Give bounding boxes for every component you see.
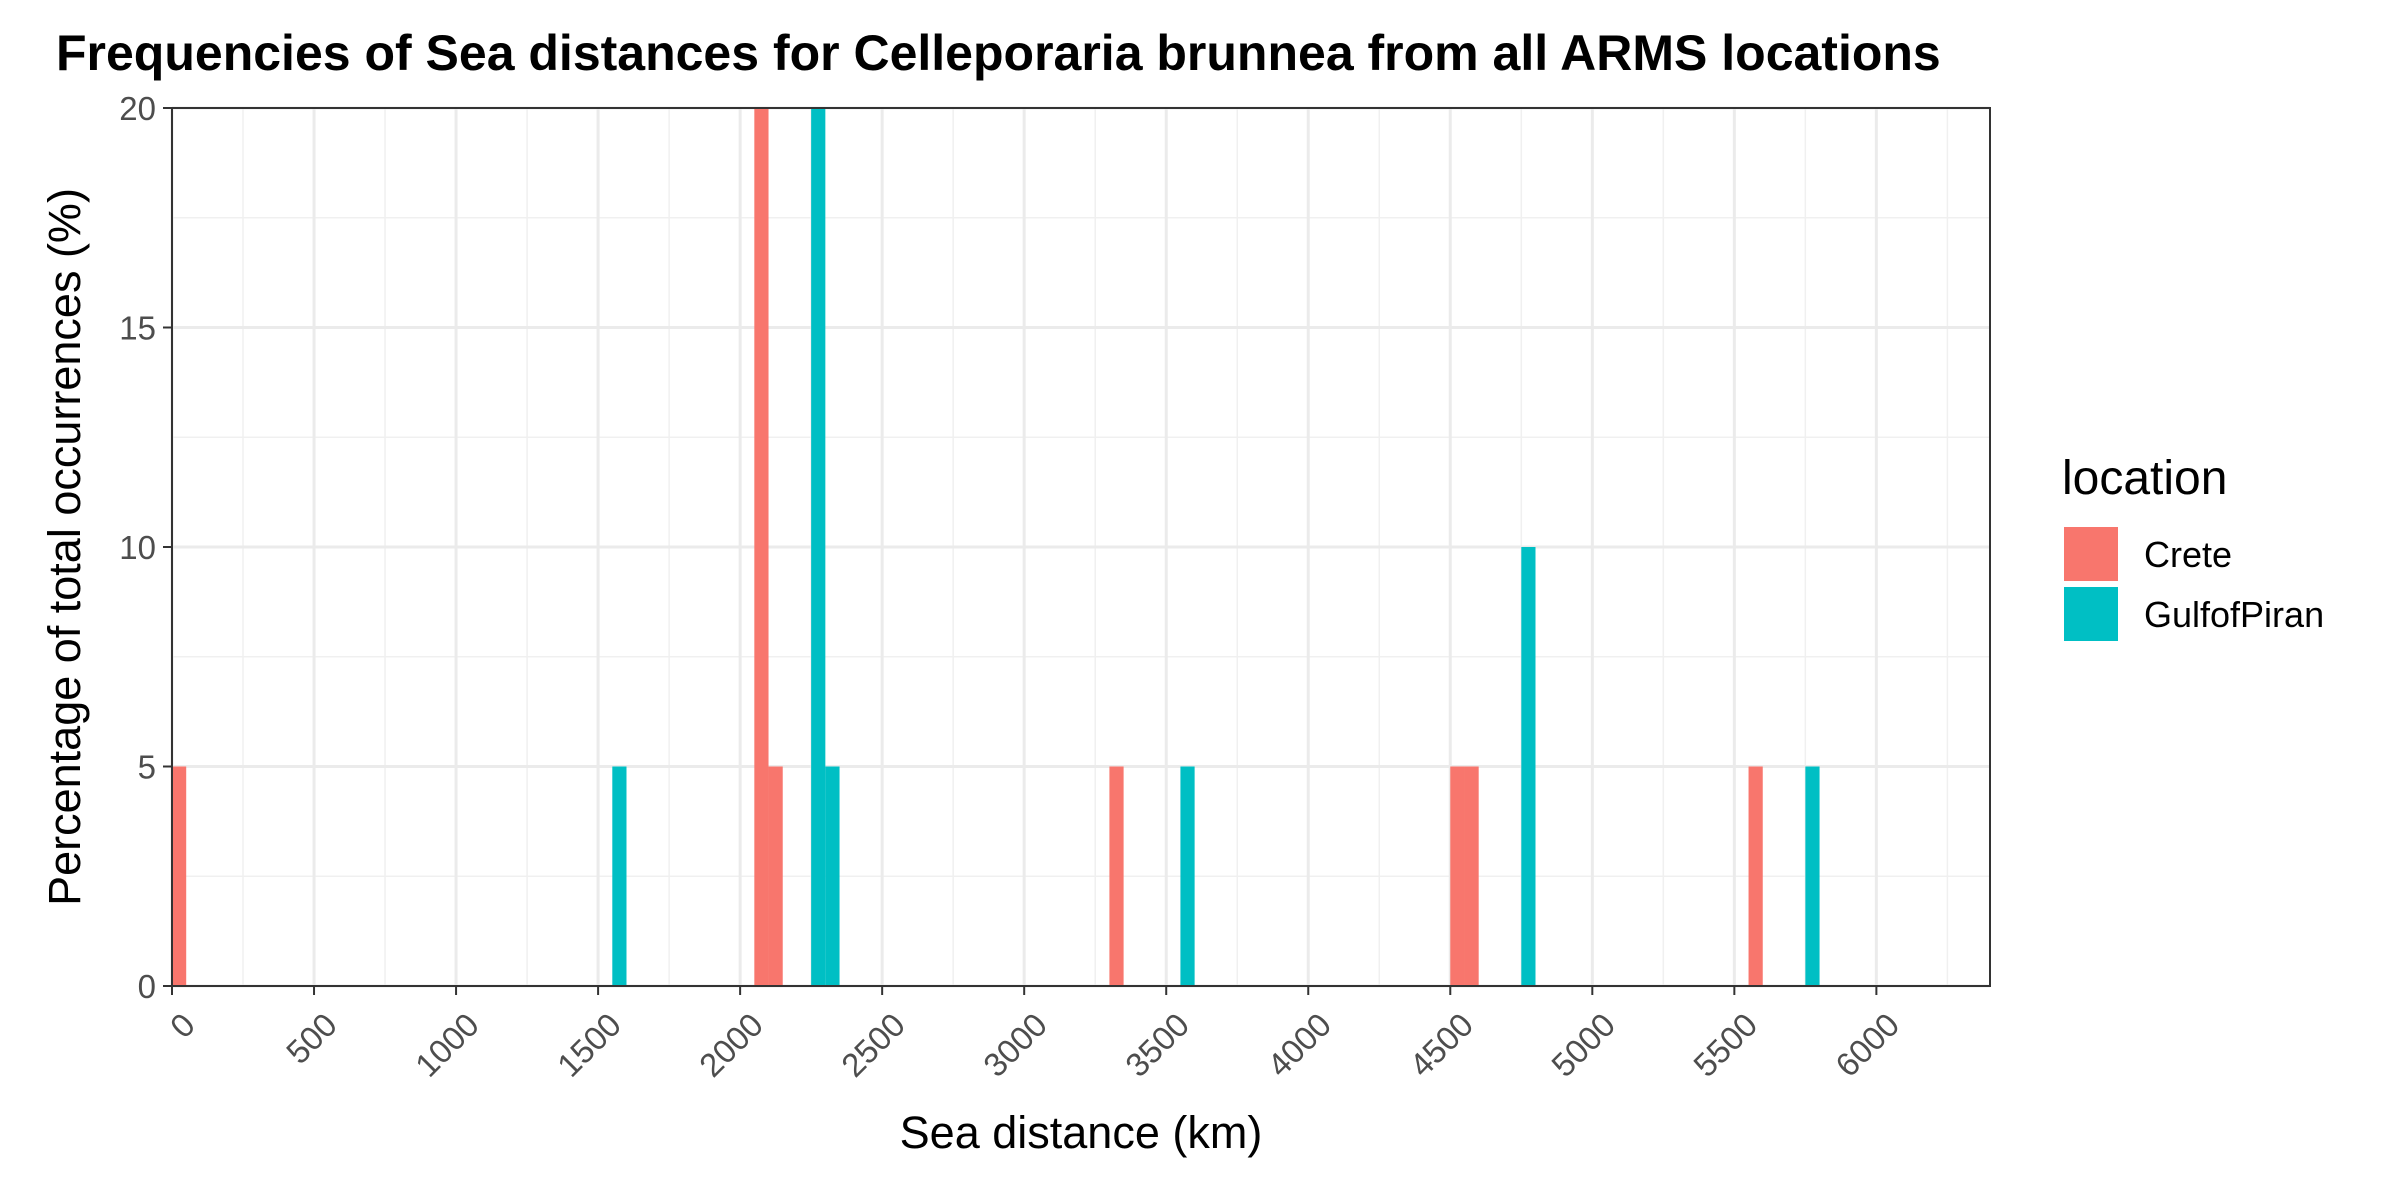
- bar-crete: [1464, 766, 1479, 986]
- x-axis-ticks: 0 500 1000 1500 2000 2500 3000 3500 4000 4500 5000…: [163, 986, 1906, 1084]
- bar-crete: [1450, 766, 1465, 986]
- x-tick-label: 5500: [1686, 1006, 1764, 1084]
- x-tick-label: 1000: [408, 1006, 486, 1084]
- x-axis-title: Sea distance (km): [900, 1107, 1263, 1158]
- x-tick-label: 5000: [1544, 1006, 1622, 1084]
- bar-crete: [1109, 766, 1124, 986]
- legend-label-crete: Crete: [2144, 534, 2232, 575]
- y-tick-label: 0: [138, 968, 156, 1005]
- x-tick-label: 2000: [692, 1006, 770, 1084]
- bar-crete: [768, 766, 783, 986]
- y-tick-label: 10: [119, 529, 156, 566]
- y-tick-label: 15: [119, 310, 156, 347]
- x-tick-label: 4000: [1260, 1006, 1338, 1084]
- x-tick-label: 4500: [1402, 1006, 1480, 1084]
- y-tick-label: 5: [138, 749, 156, 786]
- bar-gulfofpiran: [612, 766, 627, 986]
- y-axis-title: Percentage of total occurrences (%): [39, 188, 90, 906]
- x-tick-label: 500: [279, 1006, 344, 1071]
- x-tick-label: 3500: [1118, 1006, 1196, 1084]
- legend: location Crete GulfofPiran: [2062, 452, 2324, 641]
- bar-gulfofpiran: [1180, 766, 1195, 986]
- x-tick-label: 2500: [834, 1006, 912, 1084]
- bar-gulfofpiran: [1805, 766, 1820, 986]
- bars: [172, 108, 1820, 986]
- legend-key-gulfofpiran: [2064, 587, 2118, 641]
- y-axis-ticks: 0 5 10 15 20: [119, 90, 172, 1005]
- legend-items: Crete GulfofPiran: [2064, 527, 2324, 641]
- legend-key-crete: [2064, 527, 2118, 581]
- bar-gulfofpiran: [1521, 547, 1536, 986]
- bar-crete: [754, 108, 769, 986]
- x-tick-label: 1500: [550, 1006, 628, 1084]
- x-tick-label: 6000: [1828, 1006, 1906, 1084]
- bar-crete: [172, 766, 187, 986]
- legend-label-gulfofpiran: GulfofPiran: [2144, 594, 2324, 635]
- legend-title: location: [2062, 452, 2227, 505]
- chart-title: Frequencies of Sea distances for Cellepo…: [56, 25, 1941, 81]
- x-tick-label: 0: [163, 1006, 202, 1045]
- bar-gulfofpiran: [811, 108, 826, 986]
- y-tick-label: 20: [119, 90, 156, 127]
- plot-area: 0 500 1000 1500 2000 2500 3000 3500 4000 4500 5000…: [119, 90, 1991, 1084]
- x-tick-label: 3000: [976, 1006, 1054, 1084]
- bar-crete: [1748, 766, 1763, 986]
- bar-gulfofpiran: [825, 766, 840, 986]
